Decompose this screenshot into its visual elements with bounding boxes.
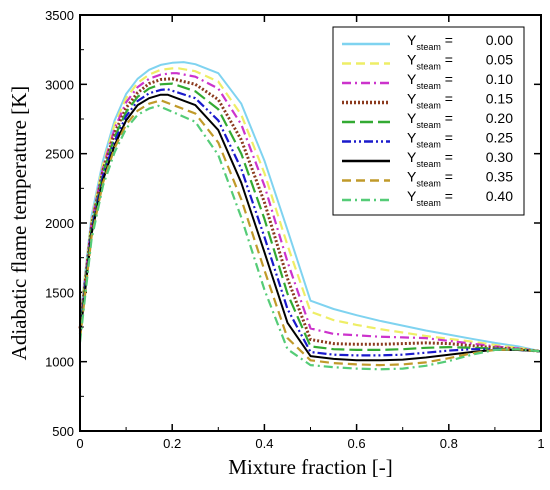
x-tick-label: 0.8: [440, 436, 458, 451]
legend-subscript: steam: [416, 159, 441, 169]
legend-value: 0.30: [486, 149, 513, 165]
legend-value: 0.25: [486, 130, 513, 146]
x-axis-label: Mixture fraction [-]: [228, 455, 392, 479]
legend-value: 0.40: [486, 188, 513, 204]
legend-equals: =: [441, 149, 453, 165]
y-tick-label: 2500: [45, 147, 74, 162]
legend-equals: =: [441, 188, 453, 204]
legend-subscript: steam: [416, 81, 441, 91]
legend-equals: =: [441, 169, 453, 185]
legend-equals: =: [441, 91, 453, 107]
legend-subscript: steam: [416, 62, 441, 72]
legend-equals: =: [441, 130, 453, 146]
x-tick-label: 0.2: [163, 436, 181, 451]
legend-subscript: steam: [416, 42, 441, 52]
legend-value: 0.20: [486, 110, 513, 126]
legend-subscript: steam: [416, 198, 441, 208]
legend-value: 0.35: [486, 169, 513, 185]
legend-equals: =: [441, 71, 453, 87]
legend-equals: =: [441, 110, 453, 126]
y-tick-label: 3500: [45, 8, 74, 23]
legend-subscript: steam: [416, 101, 441, 111]
legend-value: 0.15: [486, 91, 513, 107]
y-tick-label: 1500: [45, 285, 74, 300]
x-tick-label: 0: [76, 436, 83, 451]
legend-subscript: steam: [416, 179, 441, 189]
legend-value: 0.00: [486, 32, 513, 48]
x-tick-label: 1: [537, 436, 544, 451]
y-axis-label: Adiabatic flame temperature [K]: [7, 86, 31, 361]
legend-equals: =: [441, 52, 453, 68]
y-tick-label: 2000: [45, 216, 74, 231]
legend-subscript: steam: [416, 120, 441, 130]
y-tick-label: 1000: [45, 355, 74, 370]
y-tick-label: 500: [52, 424, 74, 439]
legend-subscript: steam: [416, 140, 441, 150]
legend-equals: =: [441, 32, 453, 48]
legend-value: 0.05: [486, 52, 513, 68]
x-tick-label: 0.4: [255, 436, 273, 451]
y-tick-label: 3000: [45, 77, 74, 92]
x-tick-label: 0.6: [348, 436, 366, 451]
legend-value: 0.10: [486, 71, 513, 87]
